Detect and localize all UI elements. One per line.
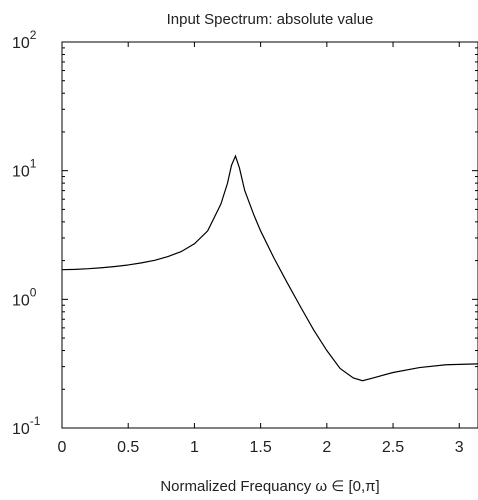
plot-frame (61, 41, 478, 429)
spectrum-line (61, 154, 478, 382)
y-tick-label: 100 (12, 285, 37, 309)
x-tick-label: 1.5 (250, 439, 272, 456)
chart-title: Input Spectrum: absolute value (167, 11, 374, 28)
x-axis-label: Normalized Frequancy ω ∈ [0,π] (160, 478, 379, 495)
y-tick-label: 10-1 (12, 414, 41, 438)
x-tick-label: 0 (58, 439, 67, 456)
x-tick-label: 3 (455, 439, 464, 456)
x-axis: 0 0.5 1 1.5 2 2.5 3 (58, 42, 464, 456)
x-tick-label: 2.5 (382, 439, 404, 456)
x-tick-label: 1 (190, 439, 199, 456)
x-tick-label: 0.5 (117, 439, 139, 456)
y-tick-label: 102 (12, 28, 37, 52)
y-axis: 10-1 100 101 102 (12, 28, 478, 438)
x-tick-label: 2 (322, 439, 331, 456)
y-tick-label: 101 (12, 157, 37, 181)
